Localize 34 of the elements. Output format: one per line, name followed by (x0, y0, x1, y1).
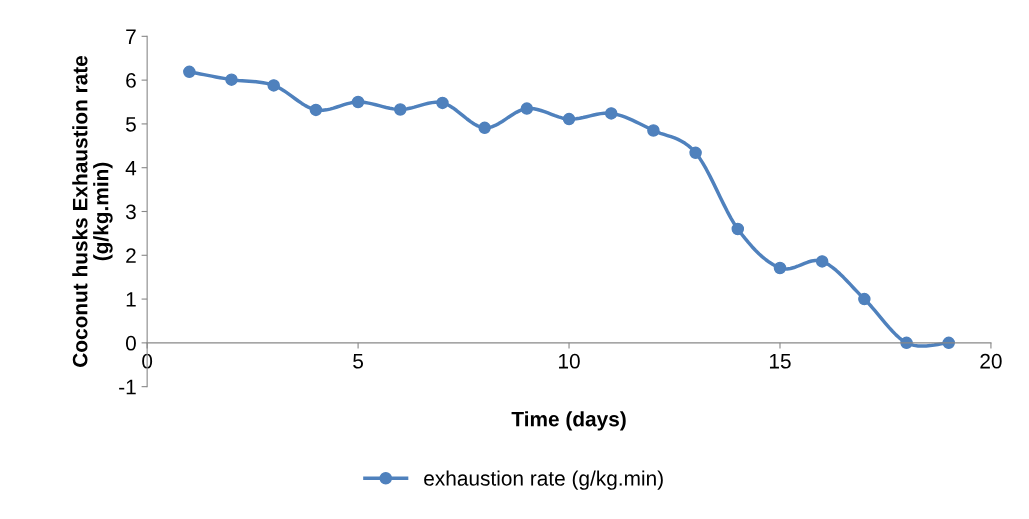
point (858, 292, 871, 306)
point (225, 73, 238, 86)
point (689, 146, 702, 160)
y-tick-label: 5 (125, 117, 136, 132)
point (183, 65, 196, 79)
y-tick-label: 4 (125, 160, 137, 176)
x-tick-label: 20 (980, 353, 1002, 369)
point (309, 103, 323, 117)
y-tick-label: 3 (125, 204, 136, 220)
y-tick-label: 1 (126, 292, 136, 307)
x-tick-label: 10 (559, 353, 580, 369)
point (478, 121, 491, 135)
point (815, 255, 829, 268)
x-tick-label: 5 (353, 354, 364, 369)
y-axis-title: Coconut husks Exhaustion rate (g/kg.min) (72, 55, 113, 367)
y-tick-label: 2 (126, 248, 136, 263)
y-tick-label: 6 (126, 73, 136, 88)
legend-label: exhaustion rate (g/kg.min) (424, 470, 663, 490)
point (394, 103, 407, 116)
point (647, 124, 660, 137)
y-tick-label: -1 (119, 379, 136, 395)
point (773, 261, 787, 275)
point (520, 102, 534, 115)
point (731, 222, 745, 236)
x-tick-label: 0 (142, 353, 153, 369)
point (351, 95, 365, 109)
y-tick-label: 7 (126, 29, 136, 44)
point (267, 79, 280, 92)
point (562, 112, 576, 126)
point (436, 96, 449, 110)
point (604, 107, 618, 120)
x-tick-label: 15 (769, 354, 791, 369)
x-axis-title: Time (days) (511, 411, 626, 431)
y-tick-label: 0 (125, 335, 136, 351)
